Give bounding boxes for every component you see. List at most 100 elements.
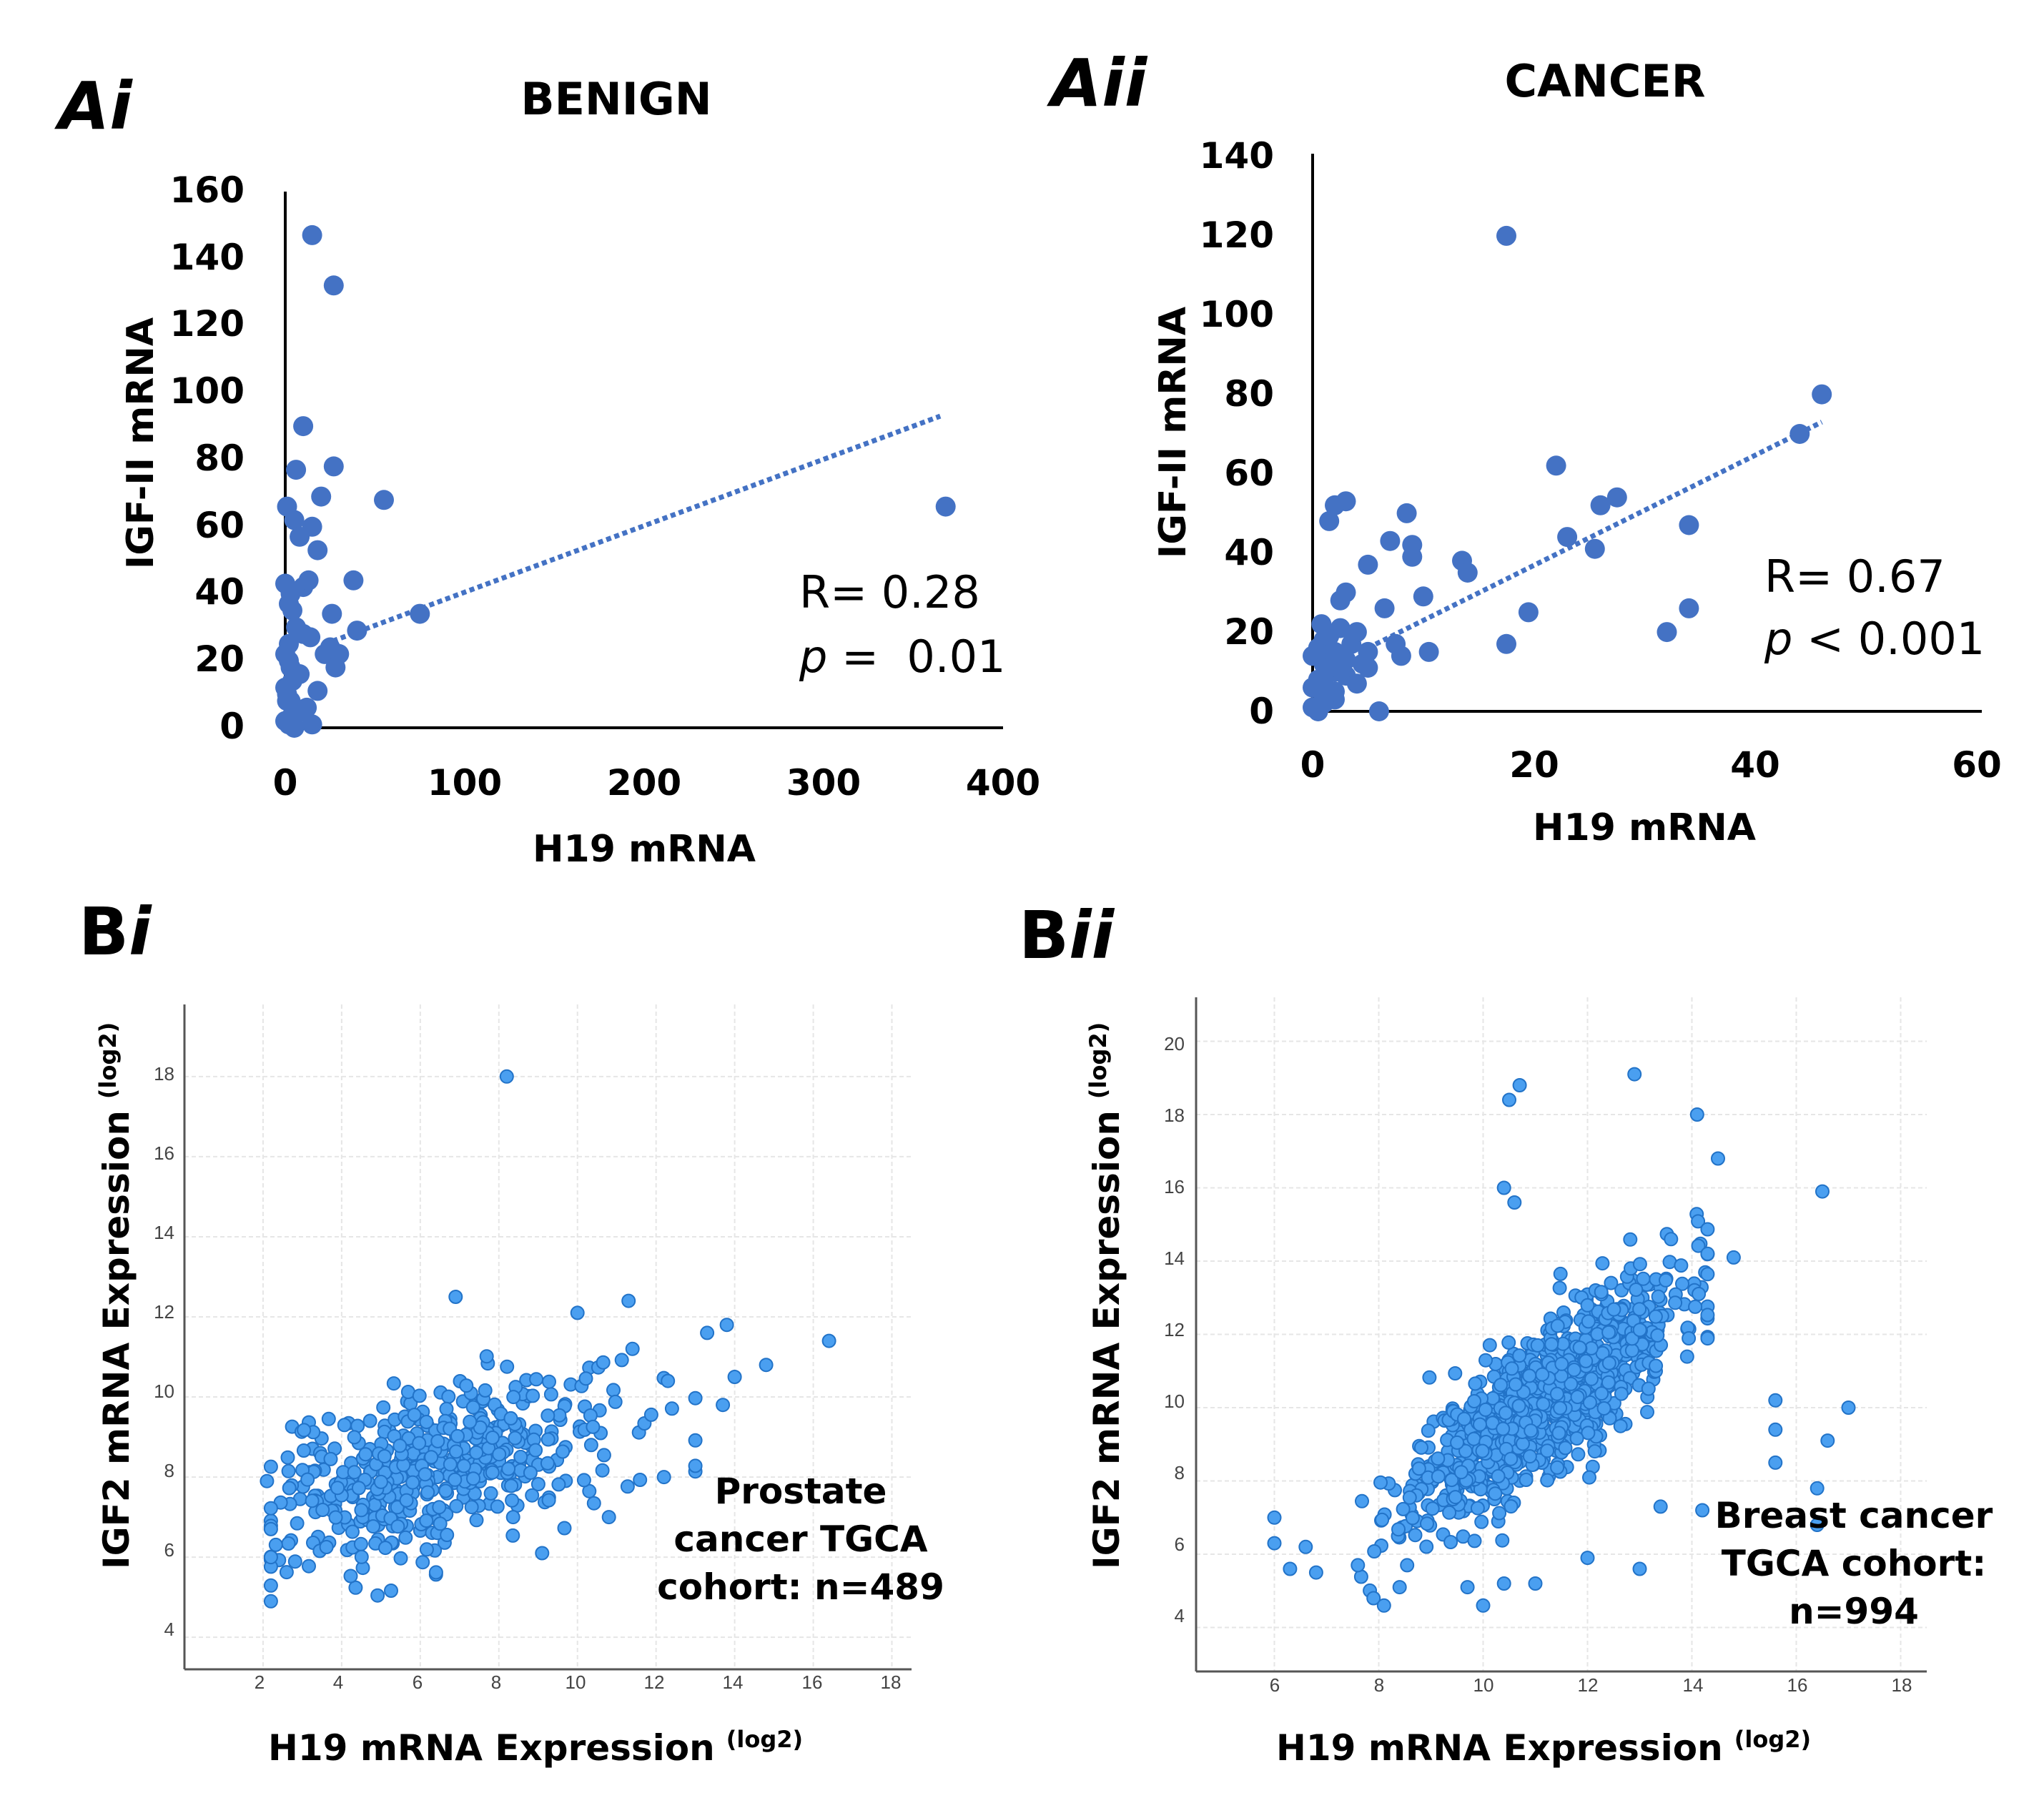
x-tick-bi-16: 16 bbox=[802, 1671, 823, 1693]
data-point-bii bbox=[1688, 1299, 1703, 1314]
annotation-bi-line-1: Prostate bbox=[715, 1471, 887, 1512]
stat-p-symbol-aii: p bbox=[1764, 613, 1792, 665]
x-tick-bi-10: 10 bbox=[566, 1671, 586, 1693]
data-point-ai bbox=[293, 416, 314, 437]
data-point-bii bbox=[1504, 1361, 1519, 1376]
data-point-bi bbox=[354, 1549, 369, 1564]
data-point-bi bbox=[478, 1383, 493, 1398]
data-point-aii bbox=[1557, 527, 1578, 548]
x-tick-aii-0: 0 bbox=[1300, 744, 1325, 786]
y-axis-label-bii-text: IGF2 mRNA Expression bbox=[1086, 1110, 1127, 1569]
data-point-aii bbox=[1396, 503, 1417, 523]
data-point-bi bbox=[578, 1371, 593, 1386]
data-point-bii bbox=[1595, 1256, 1610, 1271]
data-point-aii bbox=[1325, 495, 1345, 515]
data-point-bi bbox=[688, 1433, 703, 1448]
data-point-bi bbox=[343, 1569, 358, 1584]
x-tick-aii-40: 40 bbox=[1730, 744, 1780, 786]
data-point-ai bbox=[284, 718, 305, 738]
data-point-bi bbox=[321, 1411, 336, 1426]
data-point-bi bbox=[358, 1447, 373, 1462]
data-point-bi bbox=[407, 1408, 422, 1423]
data-point-bi bbox=[319, 1540, 334, 1554]
data-point-aii bbox=[1679, 515, 1699, 535]
data-point-bii bbox=[1726, 1250, 1741, 1265]
data-point-bi bbox=[643, 1407, 658, 1422]
annotation-bii-line-2: TGCA cohort: bbox=[1722, 1543, 1986, 1584]
data-point-bii bbox=[1632, 1302, 1647, 1317]
data-point-ai bbox=[284, 510, 305, 530]
data-point-bi bbox=[529, 1372, 544, 1387]
x-tick-bii-18: 18 bbox=[1892, 1674, 1912, 1696]
x-tick-ai-0: 0 bbox=[273, 762, 298, 804]
data-point-bi bbox=[463, 1414, 478, 1429]
data-point-bi bbox=[576, 1473, 591, 1488]
data-point-bi bbox=[625, 1341, 640, 1356]
data-point-bii bbox=[1267, 1510, 1282, 1525]
data-point-bi bbox=[528, 1443, 543, 1458]
panel-bii: Bii 4 6 8 10 12 14 16 18 20 6 8 10 12 14… bbox=[1019, 897, 1993, 1769]
panel-label-bii-main: B bbox=[1019, 897, 1069, 974]
data-point-bii bbox=[1519, 1473, 1534, 1487]
data-point-ai bbox=[286, 460, 307, 480]
data-point-bii bbox=[1448, 1366, 1463, 1380]
data-point-bii bbox=[1540, 1473, 1555, 1488]
data-point-bi bbox=[424, 1450, 439, 1465]
data-point-bii bbox=[1627, 1067, 1642, 1082]
data-point-bii bbox=[1392, 1580, 1407, 1595]
data-point-bi bbox=[281, 1536, 296, 1551]
data-point-bii bbox=[1682, 1331, 1697, 1345]
x-tick-bii-6: 6 bbox=[1270, 1674, 1280, 1696]
data-point-bi bbox=[633, 1473, 648, 1487]
points-aii bbox=[1303, 225, 1832, 721]
data-point-bii bbox=[1815, 1184, 1830, 1199]
data-point-bii bbox=[1841, 1401, 1856, 1415]
data-point-bii bbox=[1512, 1348, 1527, 1363]
data-point-ai bbox=[293, 623, 314, 644]
data-point-bii bbox=[1420, 1516, 1434, 1531]
data-point-bii bbox=[1516, 1436, 1530, 1451]
data-point-bi bbox=[297, 1423, 312, 1438]
data-point-bi bbox=[621, 1293, 636, 1308]
data-point-bii bbox=[1351, 1558, 1366, 1573]
y-tick-ai-80: 80 bbox=[194, 438, 245, 479]
stat-r-ai: R= 0.28 bbox=[799, 566, 980, 618]
panel-label-bi-sub: i bbox=[129, 894, 152, 970]
data-point-bi bbox=[260, 1473, 275, 1488]
data-point-bii bbox=[1551, 1426, 1566, 1441]
data-point-bi bbox=[601, 1510, 616, 1525]
data-point-bi bbox=[759, 1358, 774, 1373]
data-point-bi bbox=[727, 1370, 742, 1384]
data-point-bii bbox=[1695, 1503, 1710, 1518]
x-tick-bi-2: 2 bbox=[255, 1671, 265, 1693]
y-ticks-aii: 0 20 40 60 80 100 120 140 bbox=[1200, 135, 1274, 732]
data-point-bii bbox=[1405, 1511, 1420, 1526]
data-point-bi bbox=[302, 1559, 316, 1574]
data-point-bi bbox=[290, 1516, 305, 1531]
data-point-bii bbox=[1495, 1533, 1510, 1548]
data-point-bii bbox=[1373, 1475, 1388, 1490]
data-point-bii bbox=[1549, 1386, 1564, 1401]
data-point-aii bbox=[1812, 384, 1832, 405]
data-point-ai bbox=[374, 490, 394, 510]
panel-label-bi: Bi bbox=[79, 894, 152, 970]
data-point-bi bbox=[656, 1470, 671, 1485]
data-point-bii bbox=[1474, 1514, 1489, 1529]
data-point-ai bbox=[279, 593, 299, 614]
x-tick-aii-20: 20 bbox=[1509, 744, 1559, 786]
panel-ai: Ai BENIGN 0 20 40 60 80 100 120 140 160 … bbox=[54, 68, 1040, 871]
x-ticks-aii: 0 20 40 60 bbox=[1300, 744, 2002, 786]
data-point-bi bbox=[282, 1481, 297, 1496]
data-point-bi bbox=[523, 1466, 538, 1480]
x-tick-bii-8: 8 bbox=[1374, 1674, 1384, 1696]
data-point-bii bbox=[1468, 1376, 1483, 1391]
data-point-bi bbox=[661, 1373, 676, 1388]
data-point-bi bbox=[551, 1477, 566, 1492]
data-point-bi bbox=[504, 1478, 519, 1493]
data-point-bi bbox=[439, 1401, 454, 1416]
data-point-bi bbox=[433, 1516, 448, 1531]
data-point-bi bbox=[556, 1444, 571, 1459]
data-point-aii bbox=[1330, 590, 1351, 611]
data-point-bi bbox=[305, 1493, 320, 1508]
y-tick-ai-100: 100 bbox=[170, 370, 245, 412]
